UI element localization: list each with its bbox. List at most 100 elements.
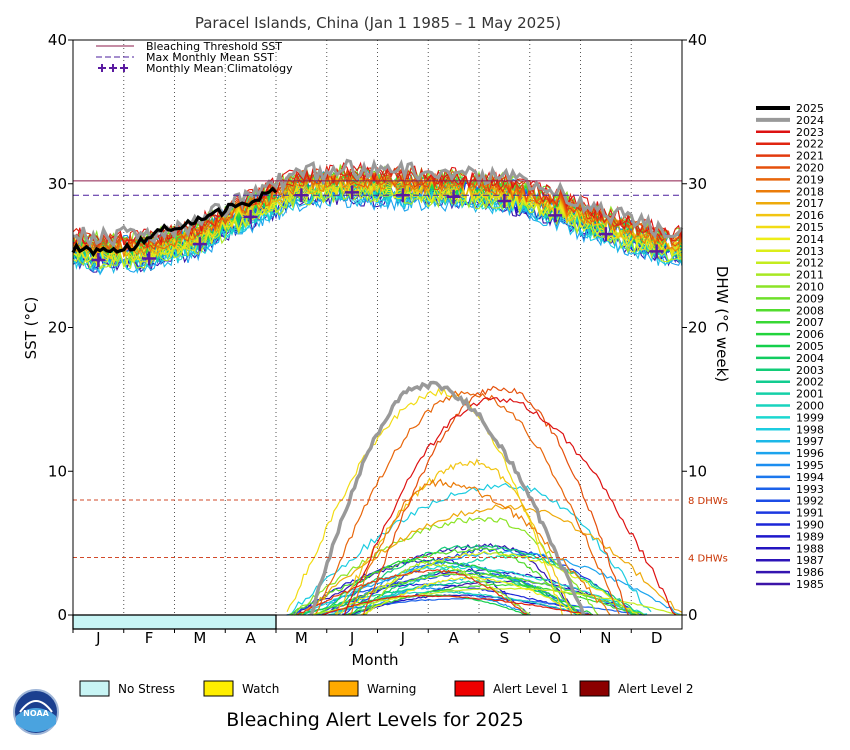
legend-plus-marker (120, 64, 128, 72)
year-legend-label: 2016 (796, 209, 824, 222)
dhw-line-2020 (362, 385, 629, 616)
reference-lines: 8 DHWs 4 DHWs (73, 180, 728, 565)
climatology-marker (345, 185, 360, 200)
chart-title: Paracel Islands, China (Jan 1 1985 – 1 M… (195, 14, 561, 32)
year-legend-label: 2020 (796, 162, 824, 175)
year-legend-label: 2018 (796, 185, 824, 198)
year-legend-label: 1994 (796, 471, 824, 484)
year-legend-label: 1988 (796, 542, 824, 555)
climatology-marker (192, 237, 207, 252)
status-key-label: Alert Level 2 (618, 682, 694, 696)
y2-tick-label: 30 (688, 175, 707, 193)
dhw-line-2023 (343, 397, 677, 616)
dhw-line-2022 (321, 594, 592, 616)
dhw-line-2018 (348, 478, 611, 616)
status-key-swatch (328, 680, 359, 697)
year-legend: 2025202420232022202120202019201820172016… (756, 102, 824, 591)
climatology-marker (548, 208, 563, 223)
year-legend-label: 2015 (796, 221, 824, 234)
year-legend-label: 2012 (796, 257, 824, 270)
y2-tick-label: 40 (688, 31, 707, 49)
status-key-swatch (454, 680, 485, 697)
dhw-reference-label: 8 DHWs (688, 496, 728, 507)
year-legend-label: 1998 (796, 423, 824, 436)
climatology-marker (395, 188, 410, 203)
dhw-line-2013 (335, 550, 640, 616)
x-tick-label: A (245, 629, 256, 647)
x-tick-label: J (400, 629, 405, 647)
year-legend-label: 1991 (796, 507, 824, 520)
year-legend-label: 1999 (796, 411, 824, 424)
year-legend-label: 2001 (796, 388, 824, 401)
climatology-marker (294, 188, 309, 203)
year-legend-label: 2007 (796, 316, 824, 329)
year-legend-label: 1985 (796, 578, 824, 591)
year-legend-label: 1997 (796, 435, 824, 448)
status-key-label: No Stress (118, 682, 175, 696)
year-legend-label: 2019 (796, 173, 824, 186)
legend-label: Max Monthly Mean SST (146, 51, 274, 64)
x-tick-label: N (600, 629, 611, 647)
dhw-line-2010 (291, 516, 599, 616)
sst-line-2012 (72, 184, 683, 270)
y-tick-label: 20 (48, 319, 67, 337)
y-tick-label: 10 (48, 462, 67, 480)
sst-line-2024 (72, 158, 684, 249)
climatology-marker (91, 252, 106, 267)
year-legend-label: 2013 (796, 245, 824, 258)
dhw-line-2007 (344, 583, 637, 616)
dhw-line-2019 (315, 390, 620, 615)
dhw-line-2017 (300, 504, 683, 616)
x-tick-label: A (448, 629, 459, 647)
year-legend-label: 1986 (796, 566, 824, 579)
year-legend-label: 2023 (796, 126, 824, 139)
climatology-marker (598, 227, 613, 242)
climatology-marker (497, 194, 512, 208)
year-legend-label: 2022 (796, 138, 824, 151)
status-key-label: Alert Level 1 (493, 682, 569, 696)
legend-plus-marker (109, 64, 117, 72)
year-legend-label: 2017 (796, 197, 824, 210)
year-legend-label: 1990 (796, 519, 824, 532)
x-tick-label: D (651, 629, 663, 647)
dhw-line-2008 (289, 546, 580, 616)
y-axis-label: SST (°C) (22, 297, 40, 360)
x-tick-label: J (349, 629, 354, 647)
year-legend-label: 2004 (796, 352, 824, 365)
year-legend-label: 1993 (796, 483, 824, 496)
y2-tick-label: 20 (688, 319, 707, 337)
dhw-line-2004 (349, 569, 585, 616)
dhw-line-2003 (323, 544, 643, 615)
sst-line-2025 (71, 186, 278, 258)
year-legend-label: 2024 (796, 114, 824, 127)
year-legend-label: 1995 (796, 459, 824, 472)
year-legend-label: 1987 (796, 554, 824, 567)
dhw-line-2012 (310, 587, 683, 616)
status-key-swatch (203, 680, 234, 697)
dhw-line-1998 (287, 482, 652, 616)
y2-tick-label: 0 (688, 606, 698, 624)
year-legend-label: 2003 (796, 364, 824, 377)
y-tick-label: 40 (48, 31, 67, 49)
legend-label: Bleaching Threshold SST (146, 40, 282, 53)
year-legend-label: 2025 (796, 102, 824, 115)
status-key-swatch (79, 680, 110, 697)
year-legend-label: 2014 (796, 233, 824, 246)
axes: 0 0 10 10 20 20 30 30 40 40 J F M A M J J A S O N D (48, 31, 707, 647)
status-bar-2025 (73, 615, 276, 629)
year-legend-label: 2000 (796, 400, 824, 413)
year-legend-label: 2008 (796, 304, 824, 317)
dhw-line-2021 (296, 569, 527, 616)
legend-label: Monthly Mean Climatology (146, 62, 293, 75)
status-key: No Stress Watch Warning Alert Level 1 Alert … (79, 680, 694, 697)
year-legend-label: 2010 (796, 281, 824, 294)
dhw-reference-label: 4 DHWs (688, 554, 728, 565)
y2-axis-label: DHW (°C week) (713, 266, 731, 382)
y2-tick-label: 10 (688, 462, 707, 480)
dhw-line-2024 (309, 380, 586, 616)
status-key-label: Watch (242, 682, 279, 696)
year-legend-label: 1996 (796, 447, 824, 460)
year-legend-label: 2011 (796, 269, 824, 282)
